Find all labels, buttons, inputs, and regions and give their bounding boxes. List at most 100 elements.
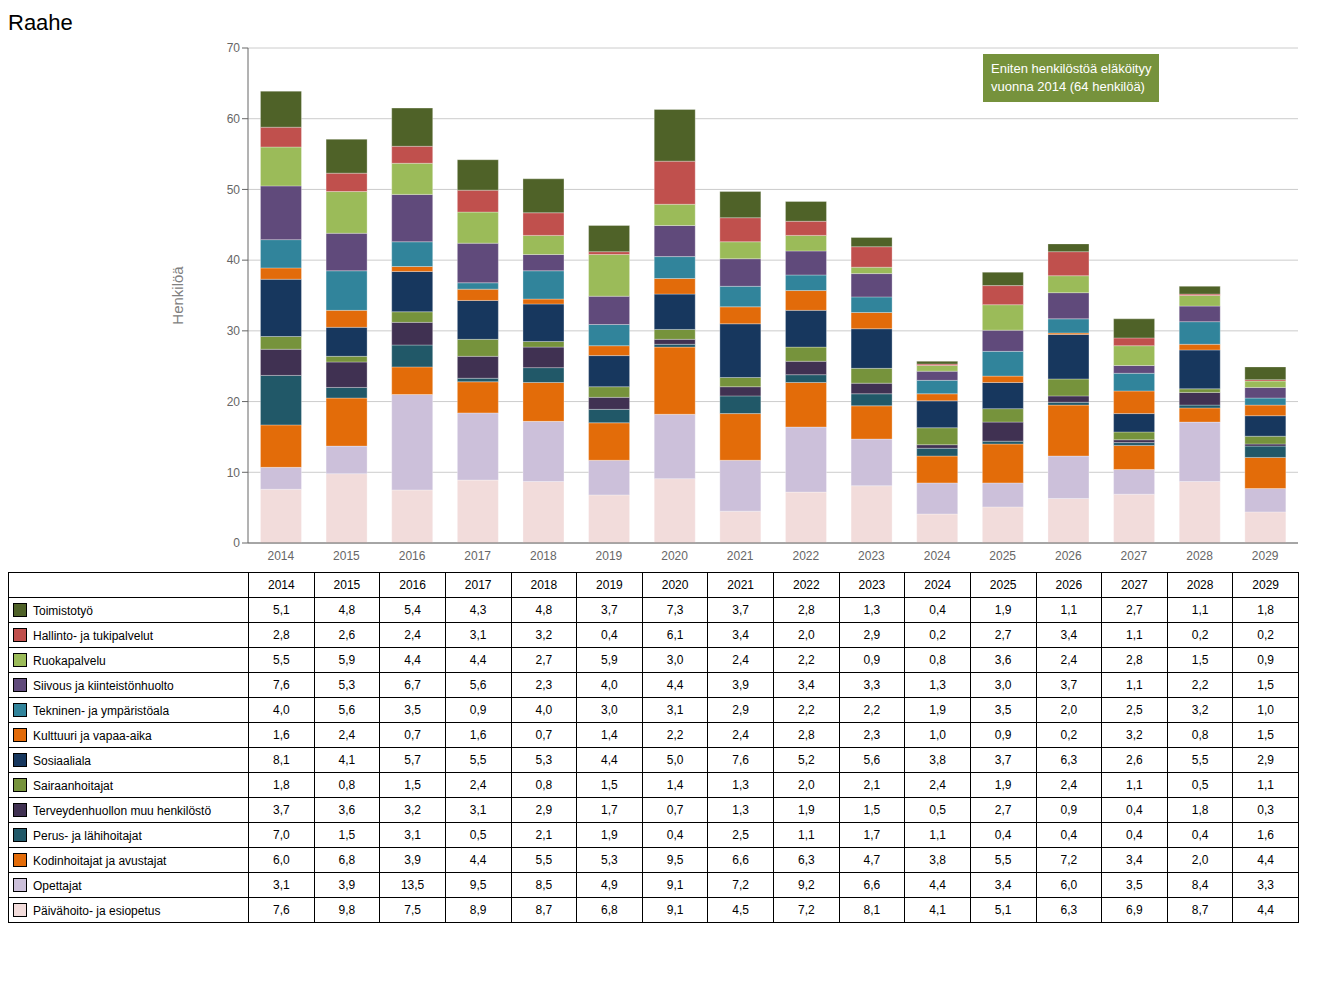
svg-text:70: 70 (227, 41, 241, 55)
html-text:5,1: 5,1 (273, 603, 290, 617)
html-text:Perus- ja lähihoitajat: Perus- ja lähihoitajat (33, 828, 142, 843)
svg-text:2029: 2029 (1252, 549, 1279, 563)
html-text:2,0: 2,0 (798, 628, 815, 642)
html-text:5,4: 5,4 (404, 603, 421, 617)
svg-text:50: 50 (227, 183, 241, 197)
html-text:4,4: 4,4 (469, 653, 487, 667)
svg-text:2017: 2017 (464, 549, 491, 563)
html-text:Hallinto- ja tukipalvelut: Hallinto- ja tukipalvelut (33, 628, 154, 643)
svg-text:2014: 2014 (267, 549, 294, 563)
html-text:5,9: 5,9 (338, 653, 356, 667)
html-text:2,7: 2,7 (1126, 603, 1143, 617)
html-text:3,4: 3,4 (732, 628, 749, 642)
html-text:2021: 2021 (727, 578, 754, 592)
html-text:Raahe: Raahe (8, 10, 73, 35)
html-text:1,3: 1,3 (863, 603, 881, 617)
html-text:2,7: 2,7 (535, 653, 553, 667)
html-text:3,7: 3,7 (601, 603, 618, 617)
html-text:0,4: 0,4 (929, 603, 946, 617)
html-text:Tekninen- ja ympäristöala: Tekninen- ja ympäristöala (33, 703, 170, 718)
html-text:0,2: 0,2 (1191, 628, 1209, 642)
html-text:2025: 2025 (989, 578, 1017, 592)
html-text:2026: 2026 (1055, 578, 1083, 592)
svg-text:2028: 2028 (1186, 549, 1213, 563)
html-text:2,8: 2,8 (273, 628, 290, 642)
html-text:2,4: 2,4 (404, 628, 421, 642)
html-text:2022: 2022 (793, 578, 820, 592)
html-text:0,4: 0,4 (601, 628, 618, 642)
svg-text:2026: 2026 (1055, 549, 1082, 563)
html-text:6,1: 6,1 (666, 628, 684, 642)
html-text:4,8: 4,8 (338, 603, 356, 617)
html-text:2017: 2017 (464, 578, 492, 592)
html-text:Opettajat: Opettajat (33, 878, 82, 893)
html-text:2,6: 2,6 (338, 628, 356, 642)
svg-text:2025: 2025 (989, 549, 1016, 563)
html-text:2,4: 2,4 (732, 653, 749, 667)
html-text:2,9: 2,9 (863, 628, 881, 642)
svg-text:Henkilöä: Henkilöä (169, 266, 186, 325)
svg-text:2027: 2027 (1121, 549, 1148, 563)
html-text:Päivähoito- ja esiopetus: Päivähoito- ja esiopetus (33, 903, 161, 918)
svg-text:2022: 2022 (792, 549, 819, 563)
svg-text:2021: 2021 (727, 549, 754, 563)
html-text:2027: 2027 (1121, 578, 1148, 592)
svg-text:2016: 2016 (399, 549, 426, 563)
html-text:1,1: 1,1 (1126, 628, 1143, 642)
html-text:Siivous ja kiinteistönhuolto: Siivous ja kiinteistönhuolto (33, 678, 174, 693)
html-text:4,8: 4,8 (535, 603, 553, 617)
html-text:3,0: 3,0 (666, 653, 684, 667)
html-text:2,7: 2,7 (994, 628, 1012, 642)
html-text:2024: 2024 (924, 578, 951, 592)
html-text:2015: 2015 (333, 578, 361, 592)
html-text:3,4: 3,4 (1060, 628, 1078, 642)
html-text:Eniten henkilöstöä eläköityy v: Eniten henkilöstöä eläköityy vuonna 2014… (991, 61, 1152, 94)
html-text:7,3: 7,3 (666, 603, 684, 617)
html-text:0,2: 0,2 (1257, 628, 1274, 642)
html-text:2016: 2016 (399, 578, 426, 592)
svg-text:2018: 2018 (530, 549, 557, 563)
html-text:0,8: 0,8 (929, 653, 946, 667)
html-text:Ruokapalvelu: Ruokapalvelu (33, 653, 106, 668)
html-text:3,7: 3,7 (732, 603, 749, 617)
svg-text:60: 60 (227, 112, 241, 126)
svg-text:0: 0 (233, 536, 240, 550)
html-text:3,6: 3,6 (994, 653, 1012, 667)
html-text:1,1: 1,1 (1060, 603, 1078, 617)
html-text:2023: 2023 (858, 578, 886, 592)
svg-text:10: 10 (227, 466, 241, 480)
html-text:1,8: 1,8 (1257, 603, 1274, 617)
html-text:Kulttuuri ja vapaa-aika: Kulttuuri ja vapaa-aika (33, 728, 152, 743)
html-text:1,1: 1,1 (1191, 603, 1209, 617)
html-text:2028: 2028 (1186, 578, 1214, 592)
html-text:4,4: 4,4 (404, 653, 421, 667)
html-text:Kodinhoitajat ja avustajat: Kodinhoitajat ja avustajat (33, 853, 167, 868)
html-text:2019: 2019 (596, 578, 623, 592)
html-text:2,2: 2,2 (798, 653, 815, 667)
html-text:3,1: 3,1 (469, 628, 487, 642)
html-text:2020: 2020 (661, 578, 689, 592)
html-text:5,9: 5,9 (601, 653, 618, 667)
html-text:Sosiaaliala: Sosiaaliala (33, 753, 91, 768)
html-text:2,8: 2,8 (798, 603, 815, 617)
html-text:0,2: 0,2 (929, 628, 946, 642)
html-text:1,9: 1,9 (994, 603, 1012, 617)
svg-text:2019: 2019 (596, 549, 623, 563)
html-text:Terveydenhuollon muu henkilöst: Terveydenhuollon muu henkilöstö (33, 803, 212, 818)
html-text:4,3: 4,3 (469, 603, 487, 617)
html-text:Sairaanhoitajat: Sairaanhoitajat (33, 778, 114, 793)
html-text:5,5: 5,5 (273, 653, 290, 667)
html-text:2029: 2029 (1252, 578, 1279, 592)
svg-text:20: 20 (227, 395, 241, 409)
svg-text:2023: 2023 (858, 549, 885, 563)
svg-text:2015: 2015 (333, 549, 360, 563)
html-text:3,2: 3,2 (535, 628, 553, 642)
html-text:2014: 2014 (268, 578, 295, 592)
html-text:0,9: 0,9 (863, 653, 881, 667)
html-text:Toimistotyö: Toimistotyö (33, 603, 93, 618)
svg-text:30: 30 (227, 324, 241, 338)
svg-text:2024: 2024 (924, 549, 951, 563)
svg-text:2020: 2020 (661, 549, 688, 563)
svg-text:40: 40 (227, 253, 241, 267)
html-text:2018: 2018 (530, 578, 558, 592)
